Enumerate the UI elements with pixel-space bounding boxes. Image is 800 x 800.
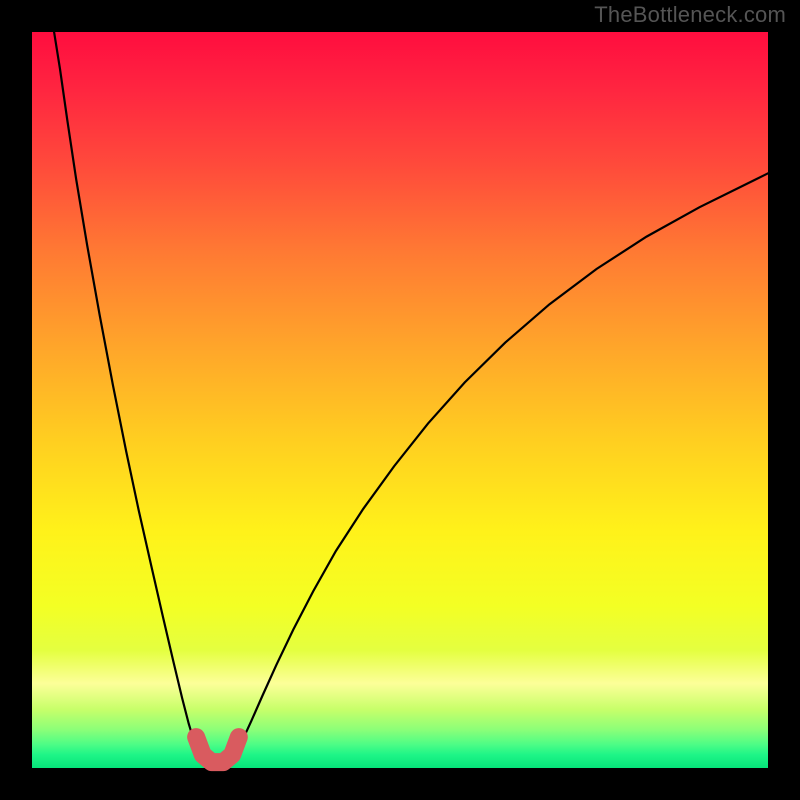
chart-container: TheBottleneck.com <box>0 0 800 800</box>
chart-plot-background <box>32 32 768 768</box>
bottleneck-chart <box>0 0 800 800</box>
